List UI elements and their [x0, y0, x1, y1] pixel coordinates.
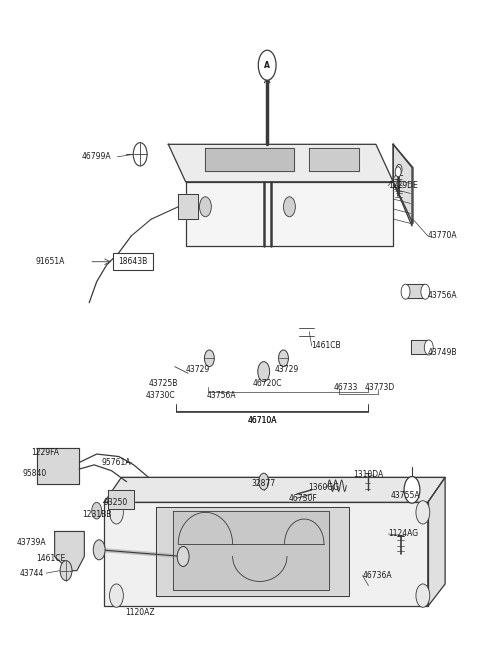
Text: 43749B: 43749B	[428, 348, 457, 357]
Text: 1124AG: 1124AG	[388, 529, 419, 538]
Polygon shape	[428, 477, 445, 607]
Text: 46710A: 46710A	[248, 417, 277, 425]
Text: 91651A: 91651A	[35, 257, 64, 266]
Text: 1310DA: 1310DA	[353, 470, 384, 479]
Text: 1120AZ: 1120AZ	[125, 608, 155, 617]
Text: 43755A: 43755A	[391, 491, 420, 500]
Circle shape	[258, 50, 276, 80]
Polygon shape	[173, 511, 329, 590]
Circle shape	[401, 284, 410, 299]
Text: 1360GG: 1360GG	[309, 483, 339, 492]
FancyBboxPatch shape	[113, 253, 153, 270]
Text: 46720C: 46720C	[252, 379, 282, 388]
Polygon shape	[104, 477, 445, 502]
Text: 1461CB: 1461CB	[312, 341, 341, 350]
Polygon shape	[309, 149, 359, 171]
Circle shape	[278, 350, 288, 367]
Circle shape	[396, 164, 402, 174]
Circle shape	[259, 473, 269, 490]
Circle shape	[416, 500, 430, 524]
Text: 1229DE: 1229DE	[388, 181, 418, 191]
Polygon shape	[393, 144, 412, 226]
Text: 95840: 95840	[23, 469, 47, 477]
Circle shape	[109, 500, 123, 524]
Polygon shape	[37, 448, 79, 484]
Text: 43756A: 43756A	[206, 391, 236, 400]
Text: 43744: 43744	[19, 569, 44, 578]
Text: 43729: 43729	[186, 365, 210, 373]
Text: 32877: 32877	[252, 479, 276, 488]
Circle shape	[93, 540, 105, 560]
Circle shape	[200, 196, 211, 217]
Circle shape	[421, 284, 430, 299]
Polygon shape	[55, 531, 84, 571]
Text: 18643B: 18643B	[119, 257, 148, 266]
Polygon shape	[178, 195, 198, 219]
Circle shape	[416, 584, 430, 607]
Text: 46710A: 46710A	[248, 417, 277, 425]
Polygon shape	[393, 144, 413, 223]
Polygon shape	[406, 284, 425, 299]
Circle shape	[424, 340, 433, 355]
Text: 1231BB: 1231BB	[82, 510, 111, 519]
Polygon shape	[156, 506, 349, 595]
Circle shape	[109, 584, 123, 607]
Circle shape	[258, 362, 270, 382]
Polygon shape	[186, 182, 393, 246]
Text: 43729: 43729	[275, 365, 299, 373]
Circle shape	[404, 477, 420, 503]
Text: A: A	[264, 61, 270, 69]
Polygon shape	[104, 502, 428, 607]
Text: 43773D: 43773D	[364, 383, 395, 392]
Text: 43756A: 43756A	[428, 291, 457, 301]
Text: 43739A: 43739A	[17, 538, 46, 547]
Text: 46736A: 46736A	[362, 571, 392, 580]
Circle shape	[60, 561, 72, 580]
Text: 46799A: 46799A	[82, 153, 111, 161]
Polygon shape	[410, 340, 429, 354]
Text: 1461CE: 1461CE	[36, 553, 66, 563]
Polygon shape	[168, 144, 393, 182]
Text: 43725B: 43725B	[149, 379, 178, 388]
Circle shape	[204, 350, 214, 367]
Circle shape	[284, 196, 295, 217]
Circle shape	[92, 502, 102, 519]
Text: 43770A: 43770A	[428, 231, 457, 240]
Polygon shape	[108, 490, 134, 509]
Circle shape	[395, 167, 401, 177]
Circle shape	[177, 546, 189, 567]
Circle shape	[133, 143, 147, 166]
Text: 43730C: 43730C	[146, 391, 176, 400]
Text: 93250: 93250	[103, 498, 128, 507]
Text: 46730F: 46730F	[289, 494, 318, 502]
Polygon shape	[205, 149, 294, 171]
Text: 95761A: 95761A	[102, 458, 131, 467]
Text: 46733: 46733	[334, 383, 359, 392]
Text: 1229FA: 1229FA	[31, 448, 59, 457]
